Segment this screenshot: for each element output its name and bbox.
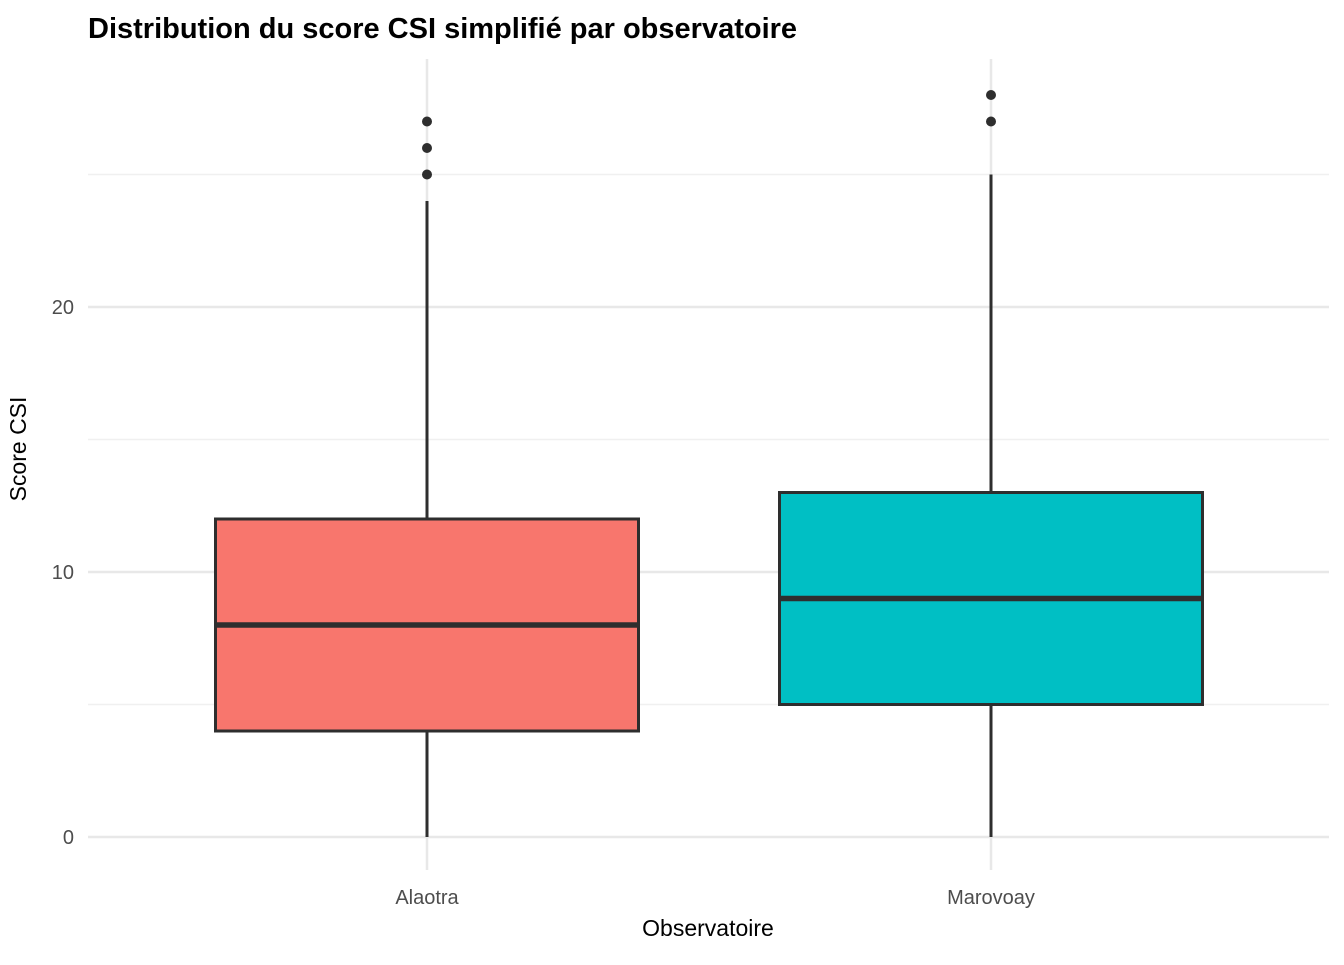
x-axis-tick-labels: Alaotra Marovoay bbox=[395, 887, 1035, 909]
outlier-point bbox=[422, 143, 432, 153]
y-tick-label-0: 0 bbox=[63, 827, 74, 849]
outlier-point bbox=[422, 169, 432, 180]
boxplot-alaotra bbox=[214, 116, 640, 837]
x-tick-label-alaotra: Alaotra bbox=[395, 887, 459, 909]
outlier-point bbox=[986, 90, 996, 100]
y-tick-label-10: 10 bbox=[52, 562, 74, 584]
y-tick-label-20: 20 bbox=[52, 297, 74, 319]
outlier-point bbox=[986, 116, 996, 127]
x-axis-title: Observatoire bbox=[642, 915, 774, 941]
boxplot-marovoay bbox=[778, 90, 1204, 837]
y-axis-tick-labels: 0 10 20 bbox=[52, 297, 74, 849]
x-tick-label-marovoay: Marovoay bbox=[947, 887, 1035, 909]
y-axis-title: Score CSI bbox=[5, 397, 31, 502]
outlier-point bbox=[422, 116, 432, 127]
chart-title: Distribution du score CSI simplifié par … bbox=[88, 13, 797, 45]
gridlines bbox=[88, 59, 1329, 870]
boxplot-series bbox=[214, 90, 1204, 837]
